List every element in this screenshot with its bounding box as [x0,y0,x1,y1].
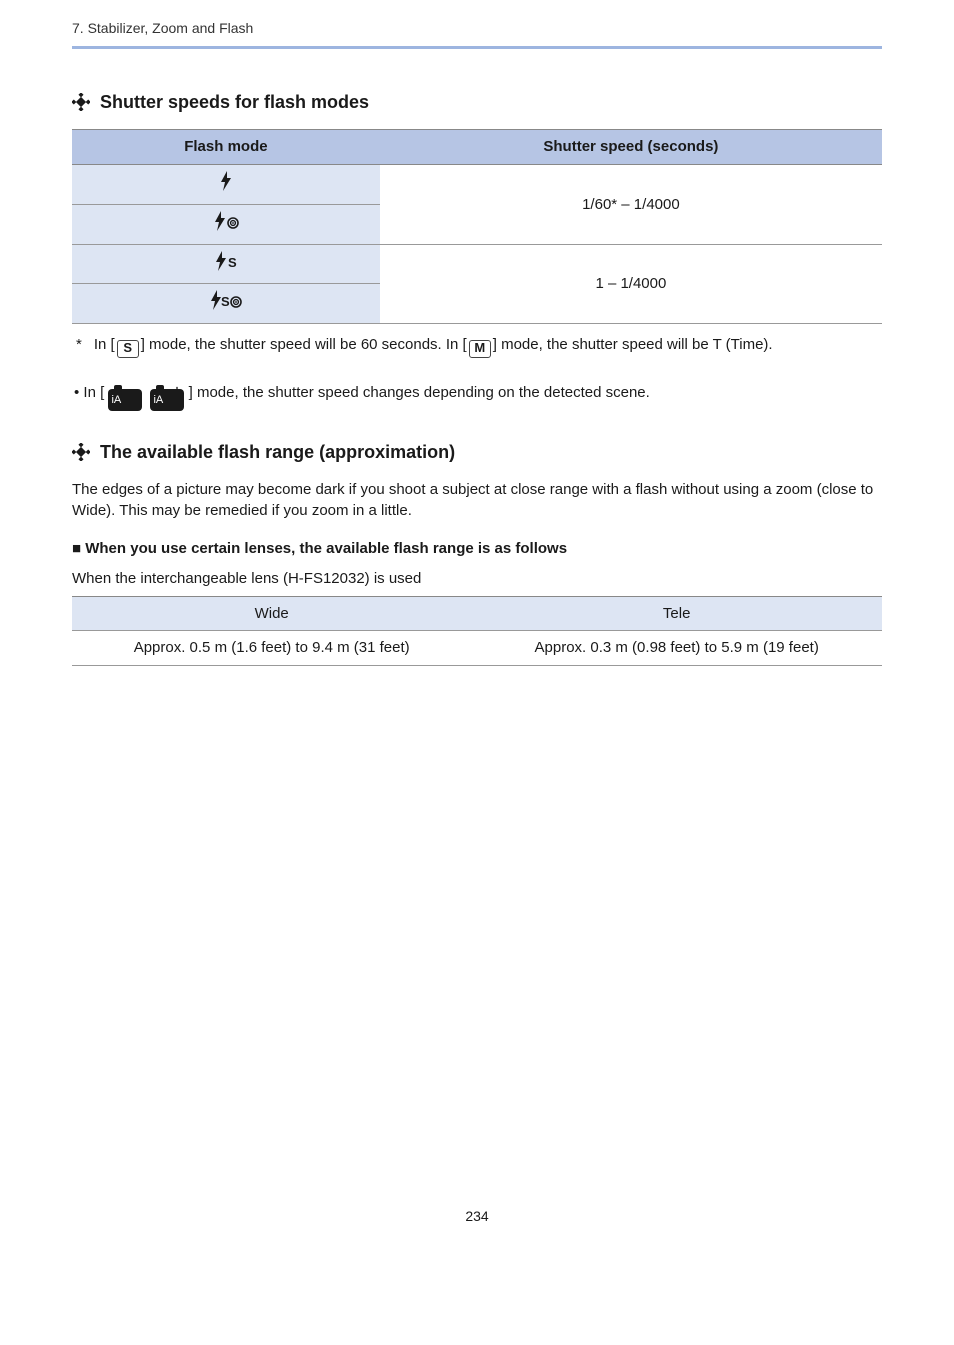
diamond-bullet-icon [72,443,90,461]
cell-flash-mode-1 [72,165,380,245]
section-1-title: Shutter speeds for flash modes [100,89,369,115]
flash-shutter-table: Flash mode Shutter speed (seconds) [72,129,882,324]
ia-plus-mode-icon: iA [150,389,184,411]
bullet-item: In [ iA iA ] mode, the shutter speed cha… [74,382,882,411]
cell-flash-mode-2: S S [72,244,380,324]
svg-text:S: S [228,255,237,270]
svg-text:S: S [221,294,230,309]
flash-range-table: Wide Tele Approx. 0.5 m (1.6 feet) to 9.… [72,596,882,667]
flash-slow-redeye-icon: S [209,290,243,317]
section-1-bullets: In [ iA iA ] mode, the shutter speed cha… [74,382,882,411]
cell-speed-2: 1 – 1/4000 [380,244,882,324]
section-2-title: The available flash range (approximation… [100,439,455,465]
flash-on-icon [219,171,233,198]
section-2-sub: ■ When you use certain lenses, the avail… [72,538,882,560]
th-shutter-speed: Shutter speed (seconds) [380,130,882,165]
section-2-heading: The available flash range (approximation… [72,439,882,465]
th-flash-mode: Flash mode [72,130,380,165]
section-1-heading: Shutter speeds for flash modes [72,89,882,115]
cell-wide: Approx. 0.5 m (1.6 feet) to 9.4 m (31 fe… [72,631,471,666]
breadcrumb: 7. Stabilizer, Zoom and Flash [72,18,882,38]
cell-speed-1: 1/60* – 1/4000 [380,165,882,245]
page-number: 234 [72,1206,882,1226]
section-2-desc: The edges of a picture may become dark i… [72,479,882,523]
mode-m-glyph: M [469,340,491,358]
cell-tele: Approx. 0.3 m (0.98 feet) to 5.9 m (19 f… [471,631,882,666]
flash-slow-icon: S [214,251,238,278]
mode-s-glyph: S [117,340,139,358]
flash-redeye-icon [213,211,239,238]
th-tele: Tele [471,596,882,631]
footnote-mark: * [72,334,82,357]
diamond-bullet-icon [72,93,90,111]
footnote-text: In [S] mode, the shutter speed will be 6… [94,334,882,357]
ia-mode-icon: iA [108,389,142,411]
section-2-lens: When the interchangeable lens (H-FS12032… [72,568,882,590]
footnote: * In [S] mode, the shutter speed will be… [72,334,882,357]
divider [72,46,882,49]
th-wide: Wide [72,596,471,631]
